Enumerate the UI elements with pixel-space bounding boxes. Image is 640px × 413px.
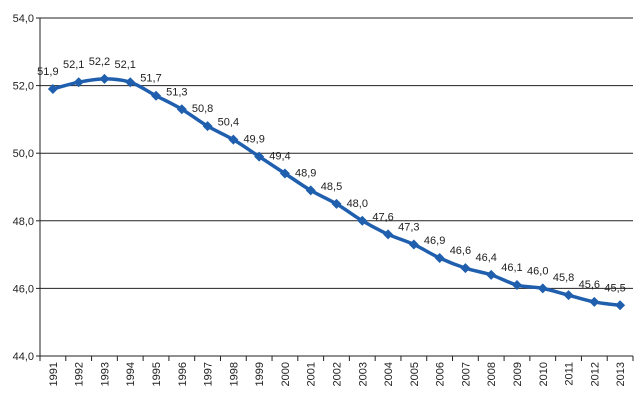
data-point	[460, 263, 471, 274]
data-label: 47,3	[398, 221, 419, 233]
data-label: 51,7	[140, 73, 161, 85]
data-label: 52,1	[63, 59, 84, 71]
data-label: 46,4	[475, 252, 496, 264]
x-tick-label: 2013	[615, 362, 627, 386]
data-label: 45,5	[604, 282, 625, 294]
x-tick-label: 1996	[177, 362, 189, 386]
y-tick-label: 48,0	[13, 216, 34, 228]
data-label: 49,4	[269, 150, 290, 162]
data-point	[511, 280, 522, 291]
x-tick-label: 2004	[383, 362, 395, 386]
data-point	[125, 77, 136, 88]
y-tick-label: 52,0	[13, 81, 34, 93]
data-point	[279, 168, 290, 179]
data-point	[408, 239, 419, 250]
data-point	[486, 269, 497, 280]
data-point	[383, 229, 394, 240]
x-tick-label: 1997	[203, 362, 215, 386]
axes	[39, 18, 633, 357]
x-tick-label: 2009	[512, 362, 524, 386]
data-label: 50,8	[192, 103, 213, 115]
data-point	[99, 73, 110, 84]
x-tick-label: 2008	[486, 362, 498, 386]
data-point	[73, 77, 84, 88]
data-label: 48,5	[321, 181, 342, 193]
data-point	[331, 198, 342, 209]
data-point	[357, 215, 368, 226]
data-point	[563, 290, 574, 301]
data-labels: 51,9 52,1 52,2 52,1 51,7 51,3 50,8 50,4 49,9 49,4…	[37, 56, 626, 294]
data-label: 52,2	[89, 56, 110, 68]
x-tick-label: 2010	[538, 362, 550, 386]
x-tick-label: 2011	[564, 362, 576, 386]
series-group	[47, 73, 626, 311]
data-label: 45,8	[553, 272, 574, 284]
data-point	[537, 283, 548, 294]
data-label: 48,9	[295, 167, 316, 179]
data-label: 45,6	[579, 279, 600, 291]
data-point	[589, 296, 600, 307]
x-tick-label: 2003	[357, 362, 369, 386]
x-tick-label: 2012	[589, 362, 601, 386]
data-point	[176, 104, 187, 115]
x-tick-label: 2006	[435, 362, 447, 386]
y-tick-label: 50,0	[13, 148, 34, 160]
data-point	[151, 90, 162, 101]
x-tick-label: 1992	[74, 362, 86, 386]
y-axis-ticks: 44,0 46,0 48,0 50,0 52,0 54,0	[13, 13, 40, 363]
data-label: 46,0	[527, 265, 548, 277]
x-tick-label: 1998	[228, 362, 240, 386]
x-tick-label: 1995	[151, 362, 163, 386]
data-point	[434, 252, 445, 263]
data-label: 52,1	[115, 59, 136, 71]
data-label: 46,1	[501, 262, 522, 274]
x-axis-ticks: 1991 1992 1993 1994 1995 1996 1997 1998 1999 2000…	[39, 356, 634, 386]
data-label: 49,9	[243, 134, 264, 146]
x-tick-label: 2005	[409, 362, 421, 386]
data-label: 48,0	[347, 198, 368, 210]
data-label: 51,9	[37, 66, 58, 78]
y-tick-label: 54,0	[13, 13, 34, 25]
data-point	[305, 185, 316, 196]
data-point	[615, 300, 626, 311]
x-tick-label: 1999	[254, 362, 266, 386]
data-point	[202, 121, 213, 132]
y-tick-label: 44,0	[13, 351, 34, 363]
data-label: 47,6	[372, 211, 393, 223]
data-point	[254, 151, 265, 162]
data-label: 46,6	[450, 245, 471, 257]
x-tick-label: 1993	[99, 362, 111, 386]
y-tick-label: 46,0	[13, 283, 34, 295]
data-point	[47, 83, 58, 94]
x-tick-label: 2000	[280, 362, 292, 386]
data-point	[228, 134, 239, 145]
x-tick-label: 1991	[48, 362, 60, 386]
x-tick-label: 2001	[306, 362, 318, 386]
x-tick-label: 2007	[460, 362, 472, 386]
x-tick-label: 2002	[332, 362, 344, 386]
data-label: 50,4	[218, 117, 239, 129]
x-tick-label: 1994	[125, 362, 137, 386]
data-label: 46,9	[424, 235, 445, 247]
data-label: 51,3	[166, 86, 187, 98]
